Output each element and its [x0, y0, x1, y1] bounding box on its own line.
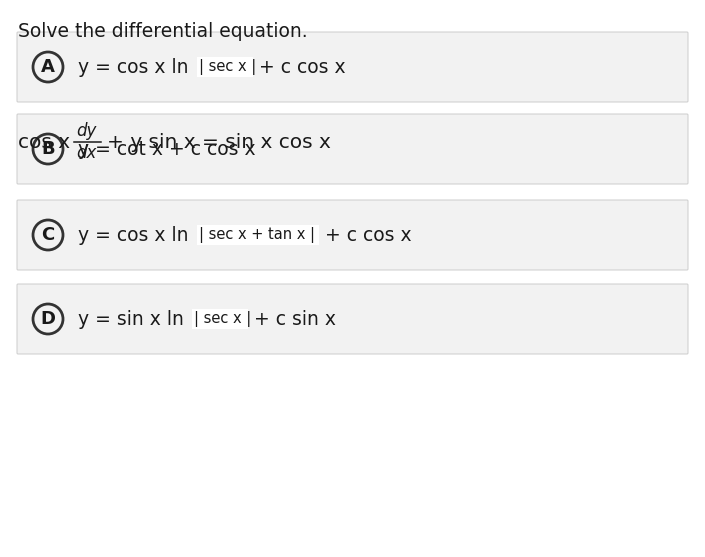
Circle shape	[33, 304, 63, 334]
Text: + y sin x = sin x cos x: + y sin x = sin x cos x	[107, 133, 331, 152]
FancyBboxPatch shape	[17, 32, 688, 102]
FancyBboxPatch shape	[17, 200, 688, 270]
Text: Solve the differential equation.: Solve the differential equation.	[18, 22, 307, 41]
Text: y = cos x ln: y = cos x ln	[78, 226, 188, 245]
FancyBboxPatch shape	[197, 57, 253, 77]
Text: y = sin x ln: y = sin x ln	[78, 310, 184, 329]
Text: + c sin x: + c sin x	[254, 310, 336, 329]
Text: y = cos x ln: y = cos x ln	[78, 57, 188, 76]
Circle shape	[33, 134, 63, 164]
Text: A: A	[41, 58, 55, 76]
Text: D: D	[40, 310, 56, 328]
Circle shape	[33, 220, 63, 250]
Text: | sec x |: | sec x |	[199, 59, 256, 75]
Text: | sec x + tan x |: | sec x + tan x |	[199, 227, 315, 243]
Text: + c cos x: + c cos x	[259, 57, 345, 76]
Text: y = cot x + c cos x: y = cot x + c cos x	[78, 139, 256, 159]
Text: cos x: cos x	[18, 133, 70, 152]
FancyBboxPatch shape	[17, 284, 688, 354]
FancyBboxPatch shape	[192, 309, 248, 329]
FancyBboxPatch shape	[17, 114, 688, 184]
Text: C: C	[42, 226, 54, 244]
Text: | sec x |: | sec x |	[194, 311, 251, 327]
Text: dx: dx	[76, 144, 97, 162]
Text: + c cos x: + c cos x	[325, 226, 412, 245]
FancyBboxPatch shape	[197, 225, 319, 245]
Text: B: B	[41, 140, 55, 158]
Text: dy: dy	[76, 122, 97, 140]
Circle shape	[33, 52, 63, 82]
